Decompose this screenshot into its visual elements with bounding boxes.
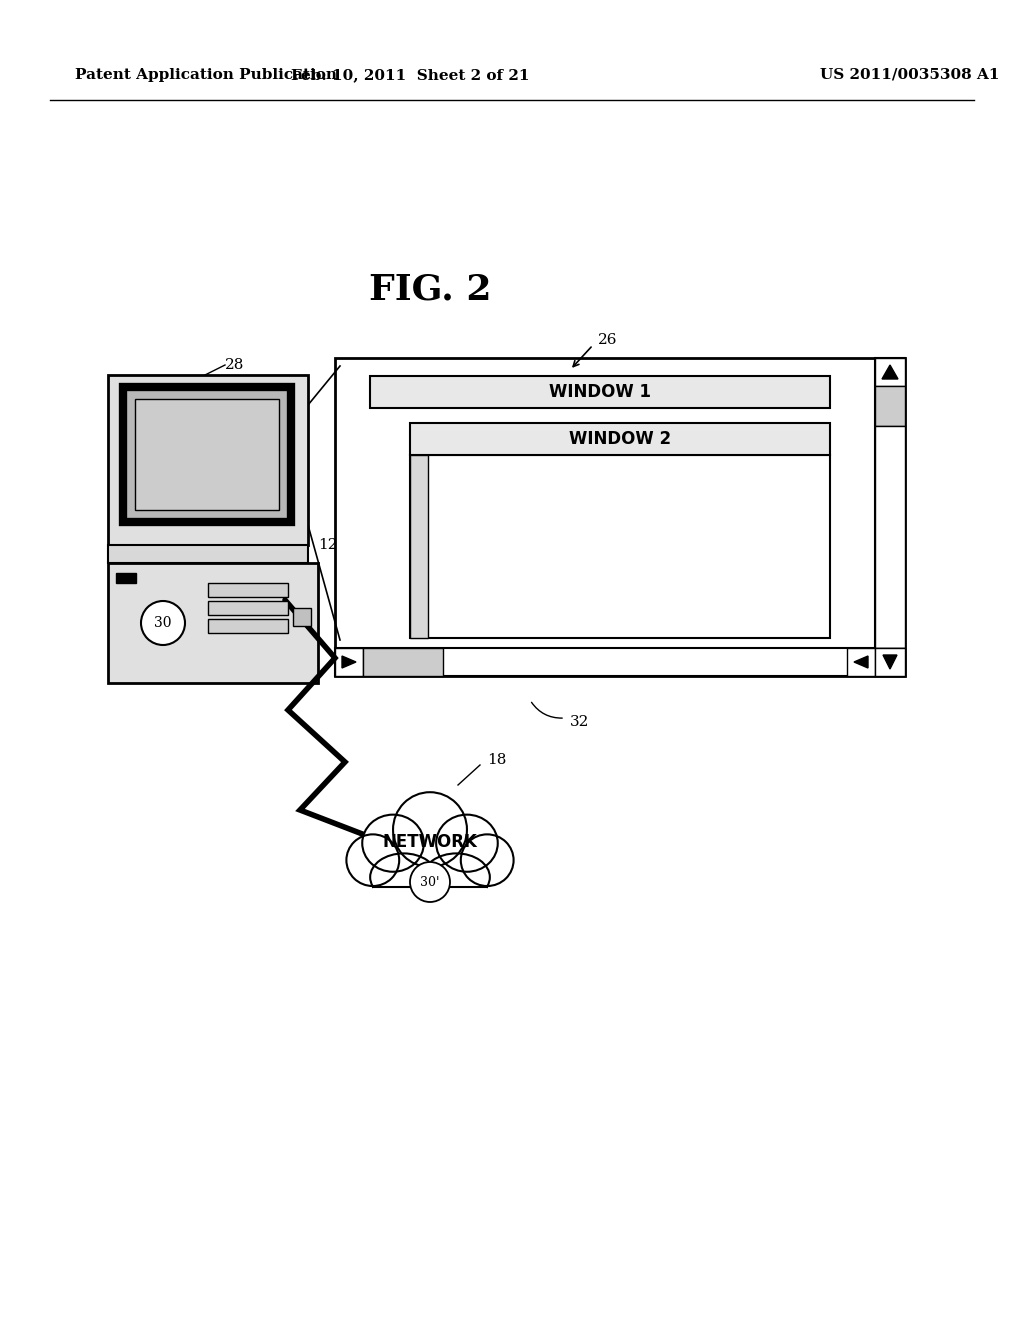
Text: WINDOW 1: WINDOW 1 [549, 383, 651, 401]
Bar [373, 887, 487, 908]
Text: Feb. 10, 2011  Sheet 2 of 21: Feb. 10, 2011 Sheet 2 of 21 [291, 69, 529, 82]
Text: NETWORK: NETWORK [383, 833, 477, 851]
Ellipse shape [436, 814, 498, 871]
Polygon shape [883, 655, 897, 669]
Bar [874, 648, 905, 676]
Polygon shape [854, 656, 868, 668]
Bar [335, 358, 905, 676]
Bar [847, 648, 874, 676]
Text: 32: 32 [570, 715, 590, 729]
Polygon shape [342, 656, 356, 668]
Text: 30': 30' [420, 875, 439, 888]
Bar [208, 601, 288, 615]
Bar [108, 564, 318, 682]
Bar [208, 619, 288, 634]
Text: 30: 30 [155, 616, 172, 630]
Text: WINDOW 2: WINDOW 2 [569, 430, 671, 447]
Bar [874, 385, 905, 426]
Text: Patent Application Publication: Patent Application Publication [75, 69, 337, 82]
Text: US 2011/0035308 A1: US 2011/0035308 A1 [820, 69, 999, 82]
Bar [874, 358, 905, 385]
Bar [362, 648, 443, 676]
Ellipse shape [423, 854, 489, 902]
Ellipse shape [346, 834, 399, 886]
Bar [410, 455, 830, 638]
Bar [108, 375, 308, 545]
Bar [874, 648, 905, 676]
Bar [135, 399, 279, 510]
Bar [410, 455, 428, 638]
Circle shape [141, 601, 185, 645]
Bar [108, 545, 308, 564]
Circle shape [410, 862, 450, 902]
Bar [123, 387, 291, 521]
Text: FIG. 2: FIG. 2 [369, 273, 492, 308]
Text: 28: 28 [225, 358, 245, 372]
Text: 12: 12 [318, 539, 338, 552]
Text: 26: 26 [598, 333, 617, 347]
Bar [410, 422, 830, 455]
Text: 18: 18 [487, 752, 507, 767]
Polygon shape [882, 366, 898, 379]
Bar [874, 426, 905, 648]
Bar [335, 648, 362, 676]
Ellipse shape [461, 834, 514, 886]
Ellipse shape [393, 792, 467, 867]
Ellipse shape [370, 854, 437, 902]
Bar [370, 376, 830, 408]
Bar [208, 583, 288, 597]
Bar [874, 358, 905, 676]
Bar [116, 573, 136, 583]
Ellipse shape [362, 814, 424, 871]
Bar [293, 609, 311, 626]
Bar [335, 648, 874, 676]
